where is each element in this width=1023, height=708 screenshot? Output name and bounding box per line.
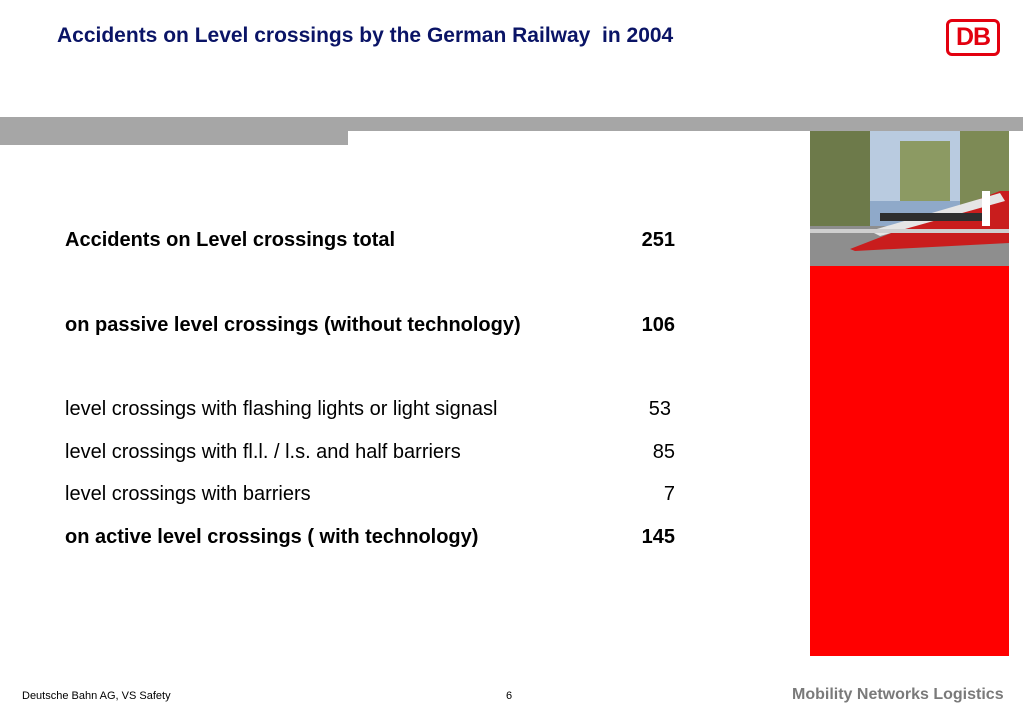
- footer-brand: Mobility Networks Logistics: [792, 686, 1004, 703]
- train-crossing-photo: [810, 131, 1009, 266]
- table-row: Accidents on Level crossings total 251: [65, 229, 675, 252]
- row-value: 7: [663, 483, 675, 505]
- table-row: on active level crossings ( with technol…: [65, 526, 675, 549]
- row-value: 85: [652, 441, 675, 463]
- row-label: Accidents on Level crossings total: [65, 229, 396, 251]
- row-value: 251: [641, 229, 675, 251]
- row-value: 106: [641, 314, 675, 336]
- row-label: level crossings with flashing lights or …: [65, 398, 498, 420]
- row-value: 53: [648, 398, 671, 420]
- row-label: level crossings with fl.l. / l.s. and ha…: [65, 441, 461, 463]
- row-value: 145: [641, 526, 675, 548]
- header-divider-bar-thick: [0, 117, 348, 145]
- row-label: level crossings with barriers: [65, 483, 311, 505]
- row-label: on active level crossings ( with technol…: [65, 526, 479, 548]
- page-number: 6: [506, 690, 513, 702]
- row-label: on passive level crossings (without tech…: [65, 314, 521, 336]
- table-row: level crossings with barriers 7: [65, 483, 675, 506]
- table-row: level crossings with fl.l. / l.s. and ha…: [65, 441, 675, 464]
- footer-company: Deutsche Bahn AG, VS Safety: [22, 690, 171, 702]
- page-title: Accidents on Level crossings by the Germ…: [57, 24, 674, 47]
- db-logo: DB: [946, 19, 1000, 56]
- table-row: level crossings with flashing lights or …: [65, 398, 675, 421]
- table-row: on passive level crossings (without tech…: [65, 314, 675, 337]
